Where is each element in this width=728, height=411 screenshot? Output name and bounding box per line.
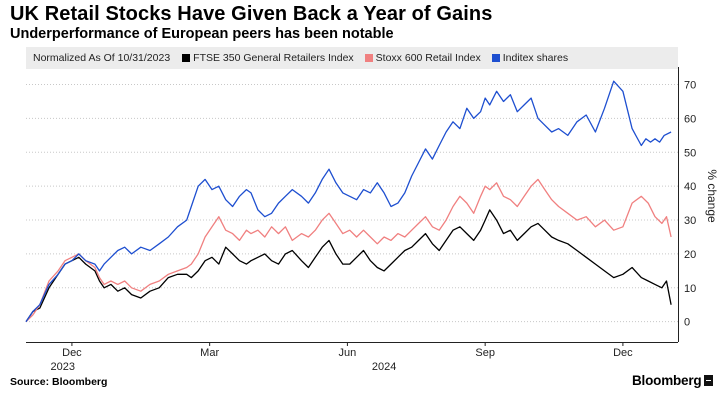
legend-swatch-stoxx <box>364 54 373 62</box>
legend-label-stoxx: Stoxx 600 Retail Index <box>375 52 481 64</box>
y-tick-label: 20 <box>684 249 696 261</box>
y-tick-label: 30 <box>684 215 696 227</box>
y-tick-label: 50 <box>684 147 696 159</box>
legend: Normalized As Of 10/31/2023 FTSE 350 Gen… <box>26 47 678 69</box>
legend-item-ftse: FTSE 350 General Retailers Index <box>182 52 354 64</box>
y-axis-label: % change <box>705 169 719 223</box>
legend-item-inditex: Inditex shares <box>491 52 569 64</box>
y-tick-label: 70 <box>684 80 696 92</box>
bloomberg-logo: Bloomberg <box>632 373 714 388</box>
legend-label-ftse: FTSE 350 General Retailers Index <box>193 52 354 64</box>
y-tick-label: 60 <box>684 113 696 125</box>
y-tick-label: 0 <box>684 317 690 329</box>
x-tick-label: Dec <box>62 347 82 359</box>
x-tick-label: Mar <box>200 347 219 359</box>
year-label: 2024 <box>372 361 396 373</box>
x-tick-label: Sep <box>475 347 495 359</box>
bloomberg-mark-icon <box>704 375 714 386</box>
y-tick-label: 40 <box>684 181 696 193</box>
year-label: 2023 <box>50 361 74 373</box>
y-tick-label: 10 <box>684 283 696 295</box>
x-tick-label: Jun <box>339 347 357 359</box>
series-line-inditex <box>25 80 672 323</box>
brand-name: Bloomberg <box>632 373 702 388</box>
chart-title: UK Retail Stocks Have Given Back a Year … <box>10 3 493 25</box>
normalization-note: Normalized As Of 10/31/2023 <box>33 52 171 64</box>
source-note: Source: Bloomberg <box>10 376 108 388</box>
series-line-ftse <box>25 209 672 323</box>
legend-swatch-inditex <box>491 54 500 62</box>
series-line-stoxx <box>25 178 672 323</box>
legend-swatch-ftse <box>182 54 191 62</box>
chart-subtitle: Underperformance of European peers has b… <box>10 26 394 42</box>
legend-item-stoxx: Stoxx 600 Retail Index <box>364 52 481 64</box>
x-tick-label: Dec <box>613 347 633 359</box>
legend-label-inditex: Inditex shares <box>502 52 569 64</box>
